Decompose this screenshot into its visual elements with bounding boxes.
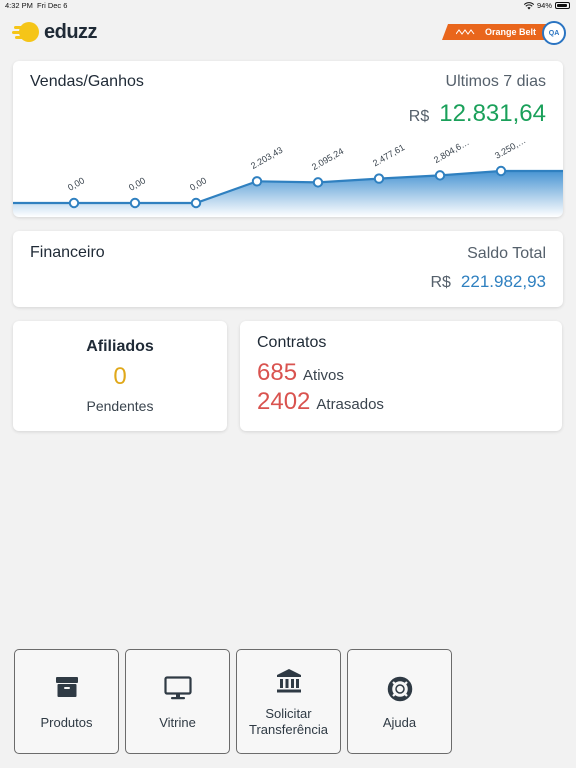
balance-label: Saldo Total bbox=[467, 245, 546, 262]
active-contracts-count: 685 bbox=[257, 359, 298, 386]
active-contracts-label: Ativos bbox=[303, 367, 344, 384]
eduzz-logo-icon bbox=[12, 22, 39, 42]
sales-card[interactable]: Vendas/Ganhos Ultimos 7 dias R$ 12.831,6… bbox=[13, 61, 563, 217]
sales-chart-point[interactable] bbox=[434, 170, 446, 181]
sales-chart-point[interactable] bbox=[129, 197, 141, 209]
status-time: 4:32 PM bbox=[5, 1, 33, 10]
financeiro-card[interactable]: Financeiro Saldo Total R$ 221.982,93 bbox=[13, 231, 563, 307]
status-indicators: 94% bbox=[523, 1, 570, 10]
bank-icon bbox=[276, 669, 301, 693]
belt-label: Orange Belt bbox=[484, 27, 536, 37]
qa-seal-icon: QA bbox=[542, 21, 566, 45]
overdue-contracts-label: Atrasados bbox=[316, 396, 384, 413]
balance-amount: R$ 221.982,93 bbox=[430, 272, 546, 292]
sales-chart-data-label: 0,00 bbox=[188, 175, 208, 192]
seal-text: QA bbox=[548, 29, 560, 37]
app-header: eduzz Orange Belt QA bbox=[0, 12, 576, 54]
sales-chart-point[interactable] bbox=[68, 197, 80, 209]
sales-value: 12.831,64 bbox=[439, 100, 546, 127]
produtos-button[interactable]: Produtos bbox=[14, 649, 119, 754]
brand-name: eduzz bbox=[44, 20, 98, 43]
battery-fill bbox=[557, 4, 567, 7]
sales-chart: 0,00 0,00 0,00 2.203,43 2.095,24 2.477,61 2.80… bbox=[13, 141, 563, 217]
battery-icon bbox=[555, 2, 570, 9]
belt-badge[interactable]: Orange Belt QA bbox=[442, 21, 566, 45]
afiliados-card[interactable]: Afiliados 0 Pendentes bbox=[13, 321, 227, 431]
transfer-label-line2: Transferência bbox=[249, 722, 328, 737]
status-date: Fri Dec 6 bbox=[37, 1, 68, 10]
ajuda-button[interactable]: Ajuda bbox=[347, 649, 452, 754]
financeiro-title: Financeiro bbox=[30, 244, 105, 261]
sales-chart-line bbox=[13, 169, 563, 205]
sales-chart-data-label: 2.804,6… bbox=[432, 141, 471, 165]
brand-logo[interactable]: eduzz bbox=[12, 20, 98, 44]
sales-chart-data-label: 2.203,43 bbox=[249, 145, 284, 171]
sales-chart-data-label: 2.477,61 bbox=[371, 142, 406, 168]
sales-chart-data-label: 3.250,… bbox=[493, 141, 527, 161]
overdue-contracts: 2402 Atrasados bbox=[257, 388, 384, 416]
sales-title: Vendas/Ganhos bbox=[30, 73, 144, 90]
vitrine-label: Vitrine bbox=[159, 715, 196, 730]
produtos-label: Produtos bbox=[40, 715, 93, 730]
status-bar: 4:32 PM Fri Dec 6 94% bbox=[0, 0, 576, 12]
lifebuoy-icon bbox=[387, 676, 412, 702]
contratos-title: Contratos bbox=[257, 334, 327, 351]
vitrine-button[interactable]: Vitrine bbox=[125, 649, 230, 754]
ajuda-label: Ajuda bbox=[382, 715, 417, 730]
wifi-icon bbox=[523, 1, 534, 9]
sales-chart-point[interactable] bbox=[373, 173, 385, 184]
solicitar-transferencia-label: Solicitar Transferência bbox=[237, 706, 340, 738]
balance-value: 221.982,93 bbox=[460, 272, 546, 291]
sales-amount: R$ 12.831,64 bbox=[409, 100, 546, 128]
pending-affiliates-label: Pendentes bbox=[86, 398, 154, 414]
zigzag-icon bbox=[456, 29, 475, 35]
contratos-card[interactable]: Contratos 685 Ativos 2402 Atrasados bbox=[240, 321, 562, 431]
sales-chart-data-label: 2.095,24 bbox=[310, 146, 345, 172]
sales-chart-point[interactable] bbox=[190, 197, 202, 209]
belt-ribbon: Orange Belt bbox=[442, 24, 550, 40]
sales-chart-point[interactable] bbox=[312, 177, 324, 188]
afiliados-title: Afiliados bbox=[86, 338, 154, 355]
pending-affiliates-count: 0 bbox=[113, 363, 127, 390]
box-icon bbox=[55, 677, 78, 697]
sales-currency: R$ bbox=[408, 108, 430, 125]
sales-period: Ultimos 7 dias bbox=[445, 73, 546, 90]
sales-chart-point[interactable] bbox=[495, 165, 507, 177]
sales-chart-data-label: 0,00 bbox=[66, 175, 86, 192]
overdue-contracts-count: 2402 bbox=[257, 388, 311, 415]
monitor-icon bbox=[163, 676, 192, 700]
sales-chart-point[interactable] bbox=[251, 176, 263, 187]
solicitar-transferencia-button[interactable]: Solicitar Transferência bbox=[236, 649, 341, 754]
sales-chart-data-label: 0,00 bbox=[127, 175, 147, 192]
battery-percent: 94% bbox=[536, 1, 552, 10]
active-contracts: 685 Ativos bbox=[257, 359, 344, 387]
sales-chart-area bbox=[13, 171, 563, 217]
balance-currency: R$ bbox=[430, 274, 451, 291]
transfer-label-line1: Solicitar bbox=[265, 706, 312, 721]
